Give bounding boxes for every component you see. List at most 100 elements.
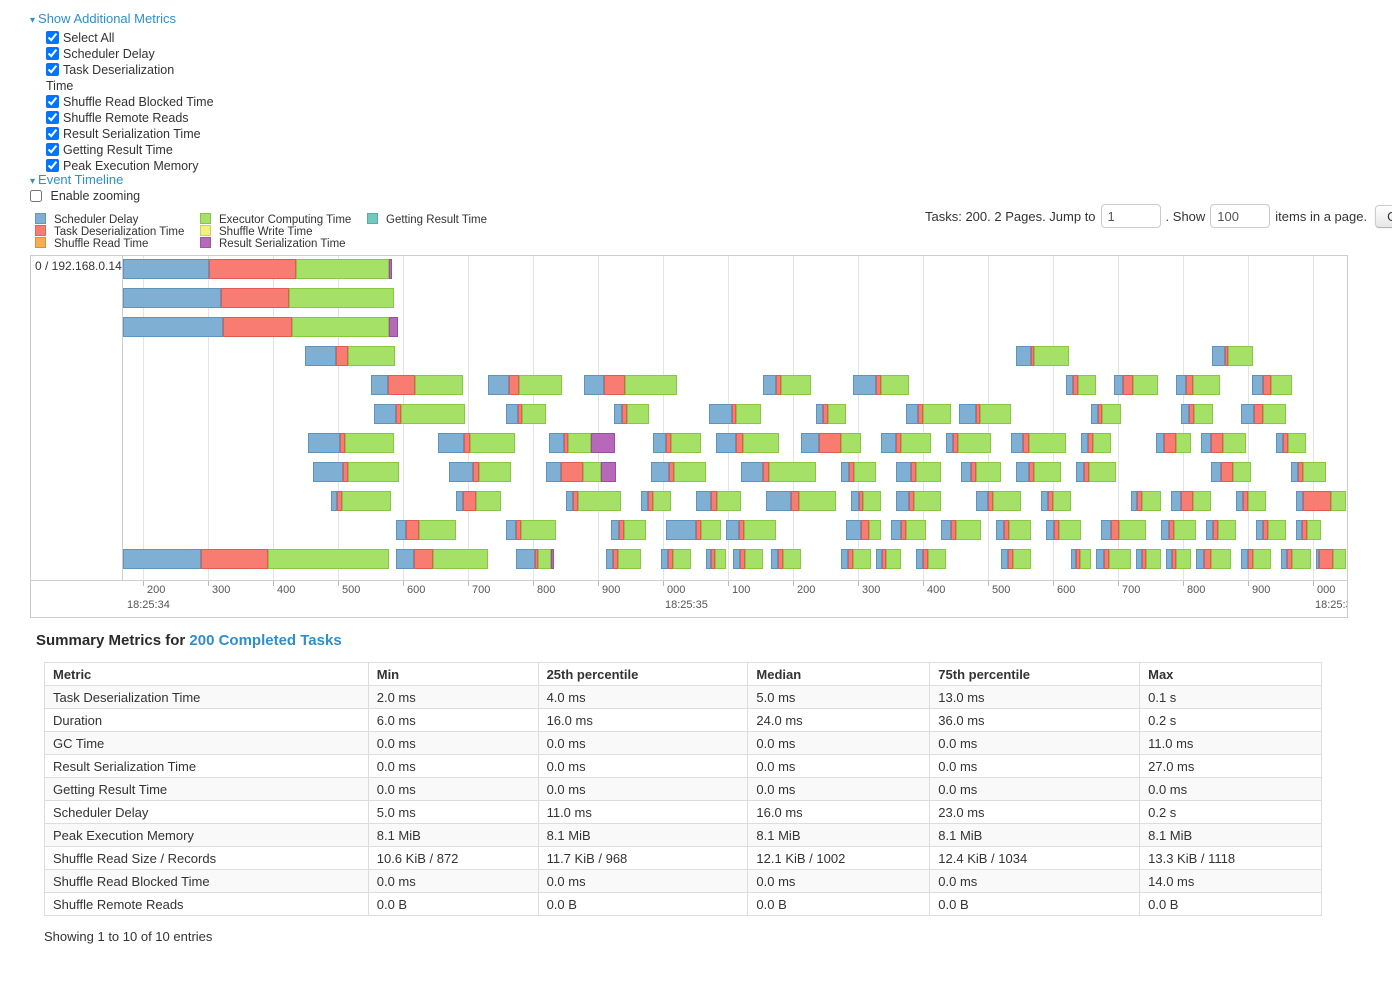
timeline-task-bar[interactable] xyxy=(876,549,901,569)
timeline-task-bar[interactable] xyxy=(706,549,726,569)
timeline-task-bar[interactable] xyxy=(1011,433,1066,453)
timeline-task-bar[interactable] xyxy=(549,433,615,453)
event-timeline-chart[interactable]: 0 / 192.168.0.14 200 18:25:34 300 400 500 600… xyxy=(30,255,1348,618)
timeline-task-bar[interactable] xyxy=(1041,491,1071,511)
metric-checkbox-row[interactable]: Shuffle Remote Reads xyxy=(46,110,214,126)
timeline-task-bar[interactable] xyxy=(726,520,776,540)
timeline-task-bar[interactable] xyxy=(881,433,931,453)
go-button[interactable]: Go xyxy=(1375,204,1392,228)
timeline-task-bar[interactable] xyxy=(1252,375,1292,395)
timeline-task-bar[interactable] xyxy=(1081,433,1111,453)
timeline-task-bar[interactable] xyxy=(614,404,649,424)
metric-checkbox-row[interactable]: Select All xyxy=(46,30,214,46)
timeline-task-bar[interactable] xyxy=(851,491,881,511)
timeline-task-bar[interactable] xyxy=(1016,462,1061,482)
metric-checkbox-row[interactable]: Scheduler Delay xyxy=(46,46,214,62)
metric-checkbox[interactable] xyxy=(46,95,59,108)
timeline-task-bar[interactable] xyxy=(1076,462,1116,482)
timeline-task-bar[interactable] xyxy=(846,520,881,540)
timeline-task-bar[interactable] xyxy=(606,549,641,569)
timeline-task-bar[interactable] xyxy=(853,375,909,395)
timeline-task-bar[interactable] xyxy=(1156,433,1191,453)
timeline-task-bar[interactable] xyxy=(123,288,394,308)
timeline-task-bar[interactable] xyxy=(976,491,1021,511)
timeline-task-bar[interactable] xyxy=(1101,520,1146,540)
timeline-task-bar[interactable] xyxy=(1161,520,1196,540)
metric-checkbox-row[interactable]: Peak Execution Memory xyxy=(46,158,214,174)
timeline-task-bar[interactable] xyxy=(1181,404,1213,424)
timeline-task-bar[interactable] xyxy=(666,520,721,540)
timeline-task-bar[interactable] xyxy=(438,433,515,453)
enable-zooming-row[interactable]: Enable zooming xyxy=(30,189,140,204)
timeline-task-bar[interactable] xyxy=(1296,491,1346,511)
timeline-task-bar[interactable] xyxy=(961,462,1001,482)
timeline-task-bar[interactable] xyxy=(1071,549,1091,569)
timeline-task-bar[interactable] xyxy=(1114,375,1158,395)
timeline-task-bar[interactable] xyxy=(763,375,811,395)
timeline-task-bar[interactable] xyxy=(896,462,941,482)
timeline-task-bar[interactable] xyxy=(488,375,562,395)
timeline-task-bar[interactable] xyxy=(1091,404,1121,424)
metric-checkbox-row[interactable]: Shuffle Read Blocked Time xyxy=(46,94,214,110)
metric-checkbox-row[interactable]: Getting Result Time xyxy=(46,142,214,158)
timeline-task-bar[interactable] xyxy=(641,491,671,511)
timeline-task-bar[interactable] xyxy=(891,520,926,540)
timeline-task-bar[interactable] xyxy=(941,520,981,540)
timeline-task-bar[interactable] xyxy=(1316,549,1346,569)
timeline-task-bar[interactable] xyxy=(661,549,691,569)
timeline-task-bar[interactable] xyxy=(1201,433,1246,453)
jump-to-page-input[interactable] xyxy=(1100,204,1161,228)
timeline-task-bar[interactable] xyxy=(766,491,836,511)
timeline-task-bar[interactable] xyxy=(816,404,846,424)
timeline-task-bar[interactable] xyxy=(841,549,871,569)
timeline-task-bar[interactable] xyxy=(841,462,876,482)
timeline-task-bar[interactable] xyxy=(1236,491,1266,511)
timeline-task-bar[interactable] xyxy=(123,259,392,279)
metric-checkbox[interactable] xyxy=(46,63,59,76)
timeline-task-bar[interactable] xyxy=(1206,520,1236,540)
timeline-task-bar[interactable] xyxy=(653,433,701,453)
timeline-task-bar[interactable] xyxy=(716,433,779,453)
metric-checkbox[interactable] xyxy=(46,47,59,60)
metric-checkbox[interactable] xyxy=(46,143,59,156)
timeline-task-bar[interactable] xyxy=(651,462,706,482)
timeline-task-bar[interactable] xyxy=(959,404,1011,424)
timeline-task-bar[interactable] xyxy=(123,317,398,337)
timeline-task-bar[interactable] xyxy=(1281,549,1311,569)
timeline-task-bar[interactable] xyxy=(396,520,456,540)
timeline-task-bar[interactable] xyxy=(371,375,463,395)
timeline-task-bar[interactable] xyxy=(906,404,951,424)
timeline-task-bar[interactable] xyxy=(566,491,621,511)
metric-checkbox[interactable] xyxy=(46,127,59,140)
timeline-task-bar[interactable] xyxy=(733,549,763,569)
metric-checkbox[interactable] xyxy=(46,159,59,172)
timeline-task-bar[interactable] xyxy=(1176,375,1220,395)
timeline-task-bar[interactable] xyxy=(1256,520,1286,540)
timeline-task-bar[interactable] xyxy=(374,404,465,424)
timeline-task-bar[interactable] xyxy=(696,491,741,511)
timeline-task-bar[interactable] xyxy=(1291,462,1326,482)
timeline-task-bar[interactable] xyxy=(1066,375,1096,395)
metric-checkbox-row[interactable]: Task Deserialization Time xyxy=(46,63,175,93)
timeline-task-bar[interactable] xyxy=(123,549,389,569)
timeline-task-bar[interactable] xyxy=(584,375,677,395)
timeline-task-bar[interactable] xyxy=(1212,346,1253,366)
timeline-task-bar[interactable] xyxy=(771,549,801,569)
timeline-task-bar[interactable] xyxy=(611,520,646,540)
timeline-task-bar[interactable] xyxy=(1296,520,1321,540)
timeline-task-bar[interactable] xyxy=(516,549,554,569)
timeline-task-bar[interactable] xyxy=(1016,346,1069,366)
timeline-task-bar[interactable] xyxy=(1136,549,1161,569)
timeline-task-bar[interactable] xyxy=(506,404,546,424)
timeline-task-bar[interactable] xyxy=(1276,433,1306,453)
items-per-page-input[interactable] xyxy=(1210,204,1271,228)
timeline-task-bar[interactable] xyxy=(1241,549,1271,569)
timeline-task-bar[interactable] xyxy=(741,462,816,482)
timeline-task-bar[interactable] xyxy=(916,549,946,569)
timeline-task-bar[interactable] xyxy=(1211,462,1251,482)
timeline-task-bar[interactable] xyxy=(331,491,391,511)
timeline-task-bar[interactable] xyxy=(305,346,395,366)
timeline-task-bar[interactable] xyxy=(506,520,556,540)
timeline-task-bar[interactable] xyxy=(996,520,1031,540)
metric-checkbox-row[interactable]: Result Serialization Time xyxy=(46,126,214,142)
